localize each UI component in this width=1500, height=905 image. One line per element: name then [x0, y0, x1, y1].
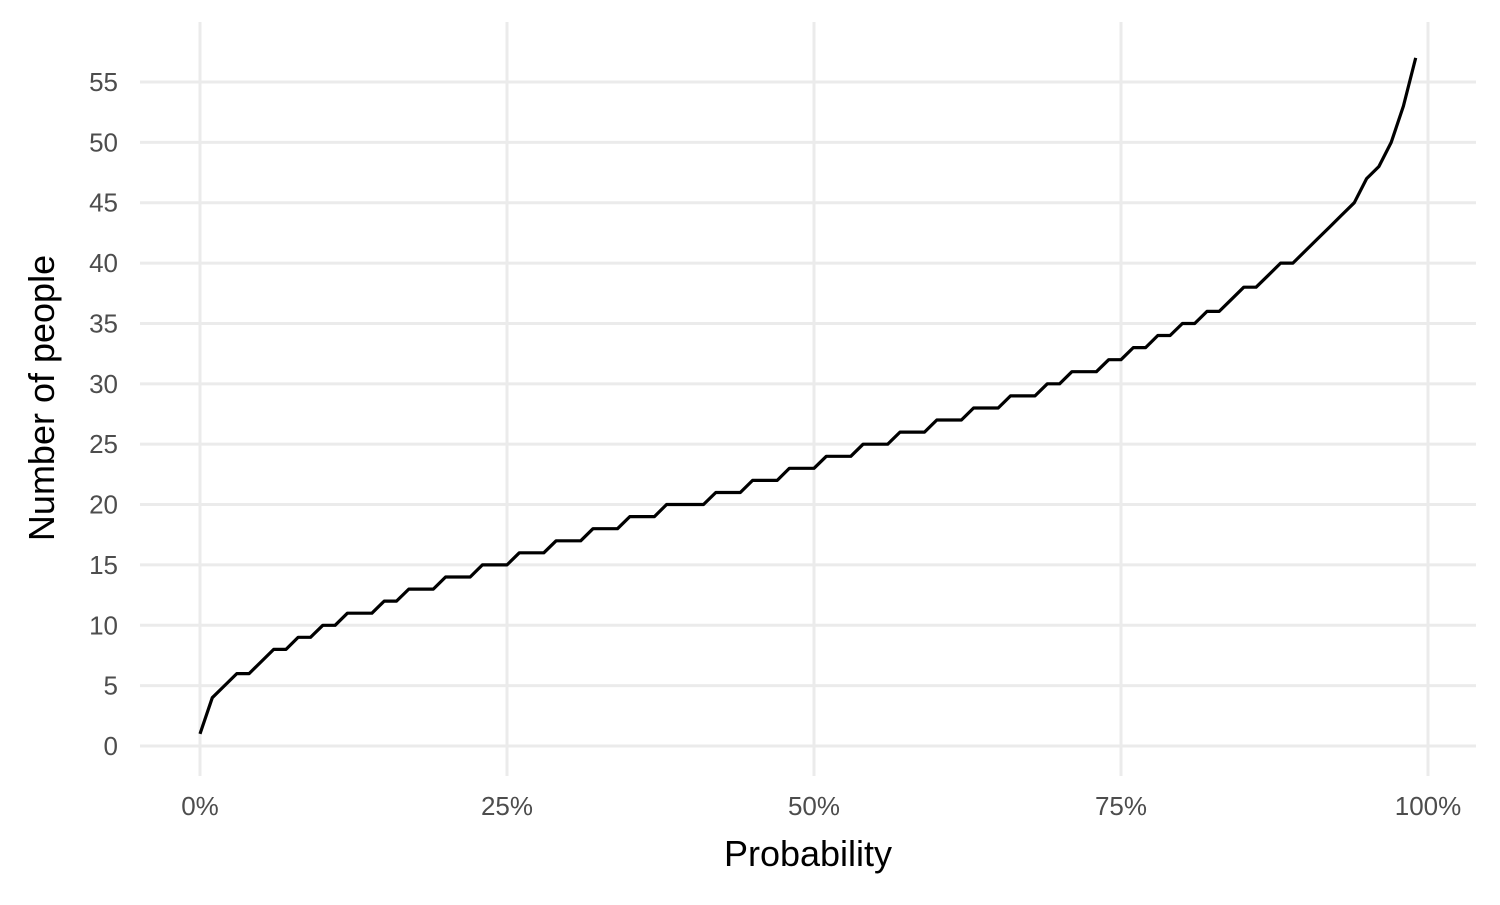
- y-tick-label: 45: [89, 188, 118, 218]
- x-tick-label: 100%: [1395, 791, 1462, 821]
- y-tick-label: 50: [89, 127, 118, 157]
- y-tick-label: 35: [89, 308, 118, 338]
- y-tick-label: 10: [89, 610, 118, 640]
- y-tick-label: 0: [104, 731, 118, 761]
- y-tick-label: 40: [89, 248, 118, 278]
- y-axis-title: Number of people: [21, 255, 62, 541]
- y-tick-labels: 0 5 10 15 20 25 30 35 40 45 50 55: [89, 67, 118, 761]
- x-tick-label: 25%: [481, 791, 533, 821]
- y-tick-label: 5: [104, 671, 118, 701]
- y-tick-label: 55: [89, 67, 118, 97]
- y-tick-label: 30: [89, 369, 118, 399]
- x-axis-title: Probability: [724, 833, 892, 874]
- y-tick-label: 15: [89, 550, 118, 580]
- series-line: [198, 57, 1418, 735]
- grid: [140, 22, 1476, 776]
- x-tick-labels: 0% 25% 50% 75% 100%: [181, 791, 1461, 821]
- x-tick-label: 75%: [1095, 791, 1147, 821]
- y-tick-label: 20: [89, 490, 118, 520]
- y-tick-label: 25: [89, 429, 118, 459]
- x-tick-label: 0%: [181, 791, 219, 821]
- x-tick-label: 50%: [788, 791, 840, 821]
